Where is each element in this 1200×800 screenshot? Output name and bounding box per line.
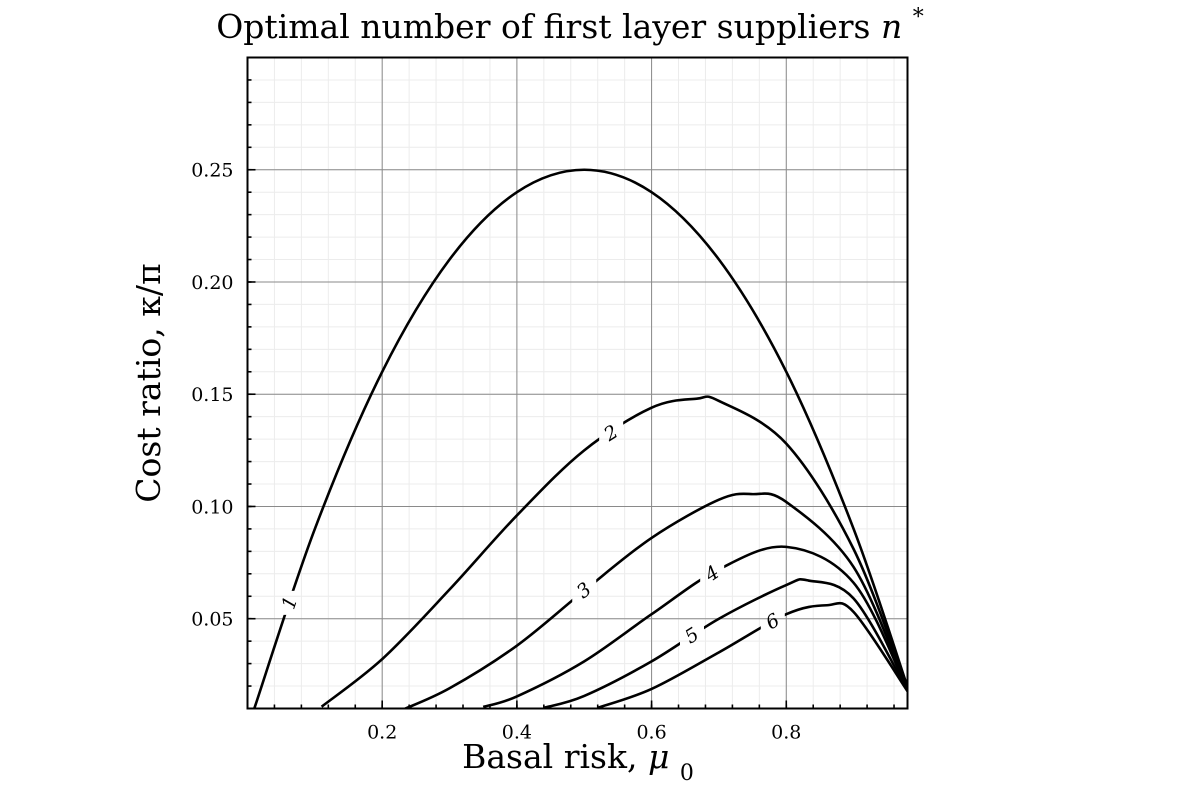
minor-grid <box>247 57 908 709</box>
y-tick-label: 0.15 <box>191 384 233 406</box>
contour-label-5: 5 <box>681 623 703 648</box>
x-tick-label: 0.6 <box>636 722 666 744</box>
x-tick-label: 0.4 <box>502 722 532 744</box>
y-tick-label: 0.25 <box>191 160 233 182</box>
x-tick-labels: 0.2 0.4 0.6 0.8 <box>367 722 801 744</box>
y-tick-label: 0.10 <box>191 496 233 518</box>
y-axis-label: Cost ratio, κ/π <box>129 263 168 502</box>
contour-line-1 <box>252 168 908 709</box>
chart-title-symbol: n <box>881 7 902 46</box>
contour-line-5 <box>543 578 908 709</box>
contour-line-2 <box>320 395 908 708</box>
y-tick-label: 0.20 <box>191 272 233 294</box>
contour-label-6: 6 <box>762 609 783 634</box>
chart-title-superscript: * <box>913 5 924 30</box>
x-axis-label-symbol: μ <box>648 737 669 776</box>
x-axis-label-subscript: 0 <box>680 761 694 786</box>
contour-line-6 <box>597 601 908 709</box>
x-tick-label: 0.8 <box>771 722 801 744</box>
axis-ticks <box>247 79 895 709</box>
chart-title: Optimal number of first layer suppliers … <box>216 5 923 46</box>
y-tick-label: 0.05 <box>191 609 233 631</box>
chart-title-text: Optimal number of first layer suppliers <box>216 7 870 46</box>
x-tick-label: 0.2 <box>367 722 397 744</box>
contour-line-3 <box>401 492 908 709</box>
contour-label-2: 2 <box>599 421 622 447</box>
x-axis-label: Basal risk, μ 0 <box>462 737 694 786</box>
major-grid <box>247 57 908 709</box>
y-tick-labels: 0.05 0.10 0.15 0.20 0.25 <box>191 160 233 631</box>
contour-line-4 <box>482 545 908 709</box>
contour-label-3: 3 <box>573 578 596 603</box>
contour-lines <box>252 168 908 709</box>
plot-frame <box>246 56 909 710</box>
x-axis-label-text: Basal risk, <box>462 737 648 776</box>
